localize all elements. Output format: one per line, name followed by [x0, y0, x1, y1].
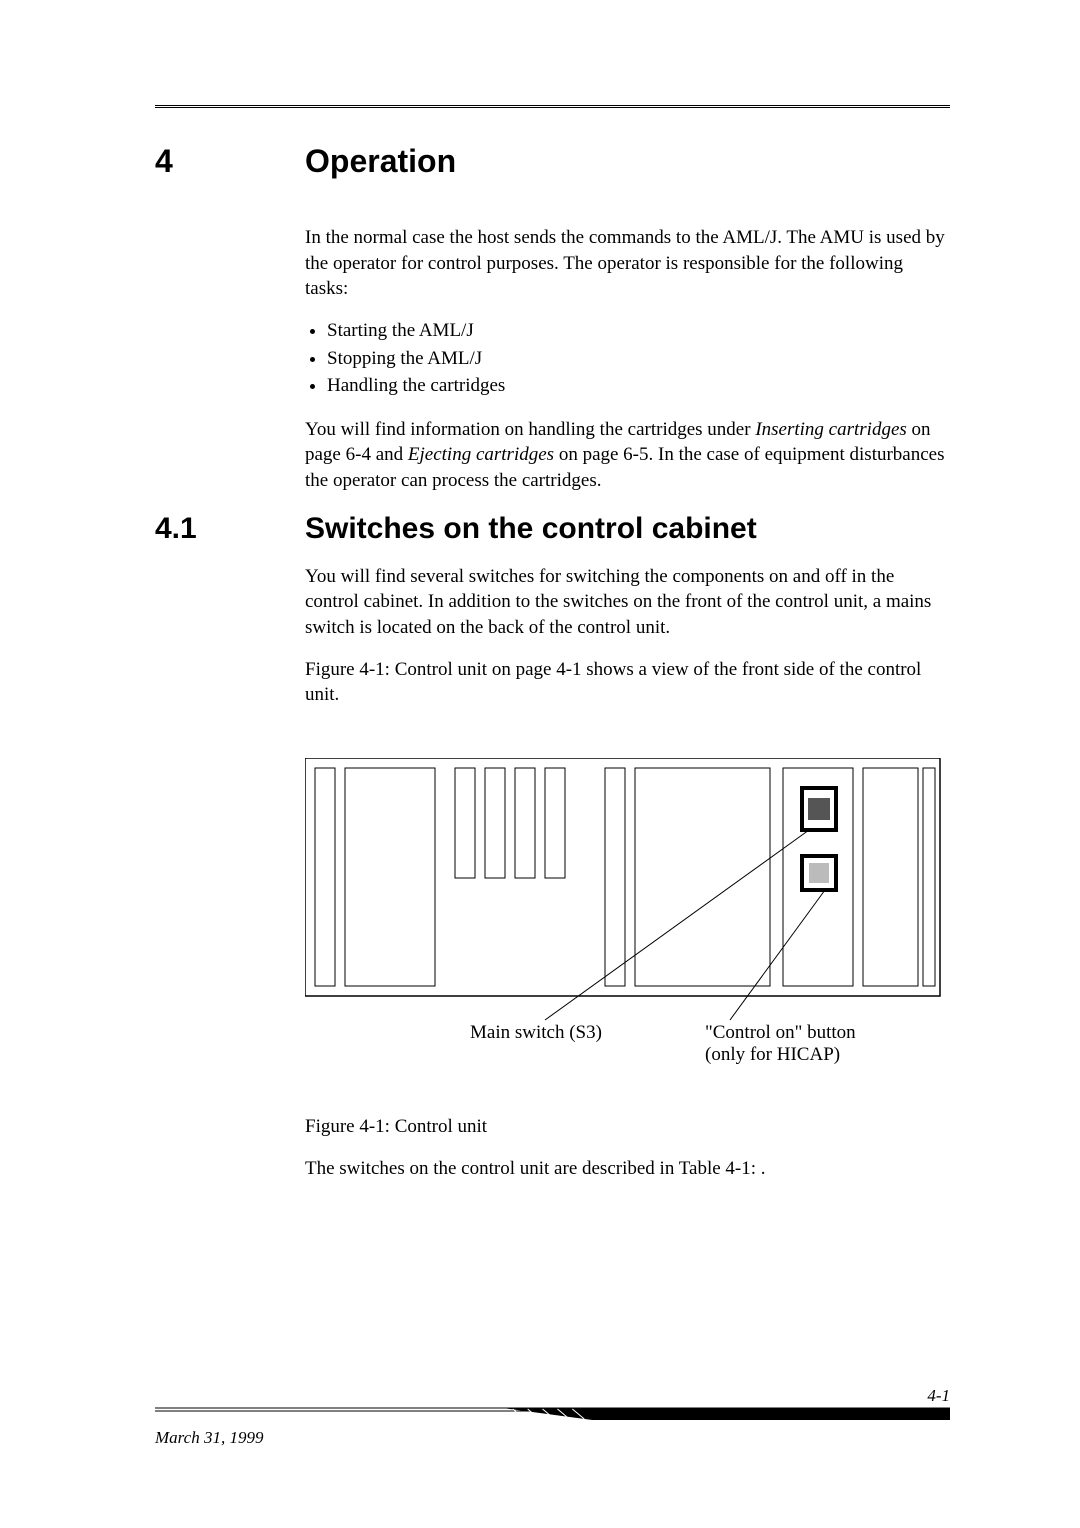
section-title: Switches on the control cabinet	[305, 512, 757, 546]
control-unit-diagram: Main switch (S3) "Control on" button (on…	[305, 758, 945, 1078]
intro-bullet-3: Handling the cartridges	[327, 373, 950, 399]
intro-bullet-list: Starting the AML/J Stopping the AML/J Ha…	[327, 318, 950, 399]
intro-paragraph-1: In the normal case the host sends the co…	[305, 225, 950, 302]
section-4-1-p2: Figure 4-1: Control unit on page 4-1 sho…	[305, 657, 950, 708]
figure-followup: The switches on the control unit are des…	[305, 1156, 950, 1182]
intro-bullet-1: Starting the AML/J	[327, 318, 950, 344]
intro-bullet-2: Stopping the AML/J	[327, 346, 950, 372]
figure-4-1: Main switch (S3) "Control on" button (on…	[305, 758, 950, 1078]
chapter-number: 4	[155, 143, 305, 180]
section-4-1-p1: You will find several switches for switc…	[305, 564, 950, 641]
figure-4-1-caption: Figure 4-1: Control unit	[305, 1116, 950, 1138]
page-footer: . 4-1 March 31, 1999	[155, 1384, 950, 1448]
footer-date: March 31, 1999	[155, 1428, 263, 1448]
section-4-1-body: You will find several switches for switc…	[305, 564, 950, 708]
chapter-title: Operation	[305, 143, 456, 180]
control-on-label-line2: (only for HICAP)	[705, 1044, 840, 1065]
intro-paragraph-2: You will find information on handling th…	[305, 417, 950, 494]
section-number: 4.1	[155, 512, 305, 546]
footer-rule	[155, 1406, 950, 1426]
section-heading-4-1: 4.1 Switches on the control cabinet	[155, 512, 950, 546]
footer-page-number: 4-1	[927, 1386, 950, 1406]
intro-block: In the normal case the host sends the co…	[305, 225, 950, 494]
top-double-rule	[155, 105, 950, 108]
main-switch-label: Main switch (S3)	[470, 1022, 602, 1043]
control-on-label-line1: "Control on" button	[705, 1022, 856, 1043]
chapter-heading: 4 Operation	[155, 143, 950, 180]
